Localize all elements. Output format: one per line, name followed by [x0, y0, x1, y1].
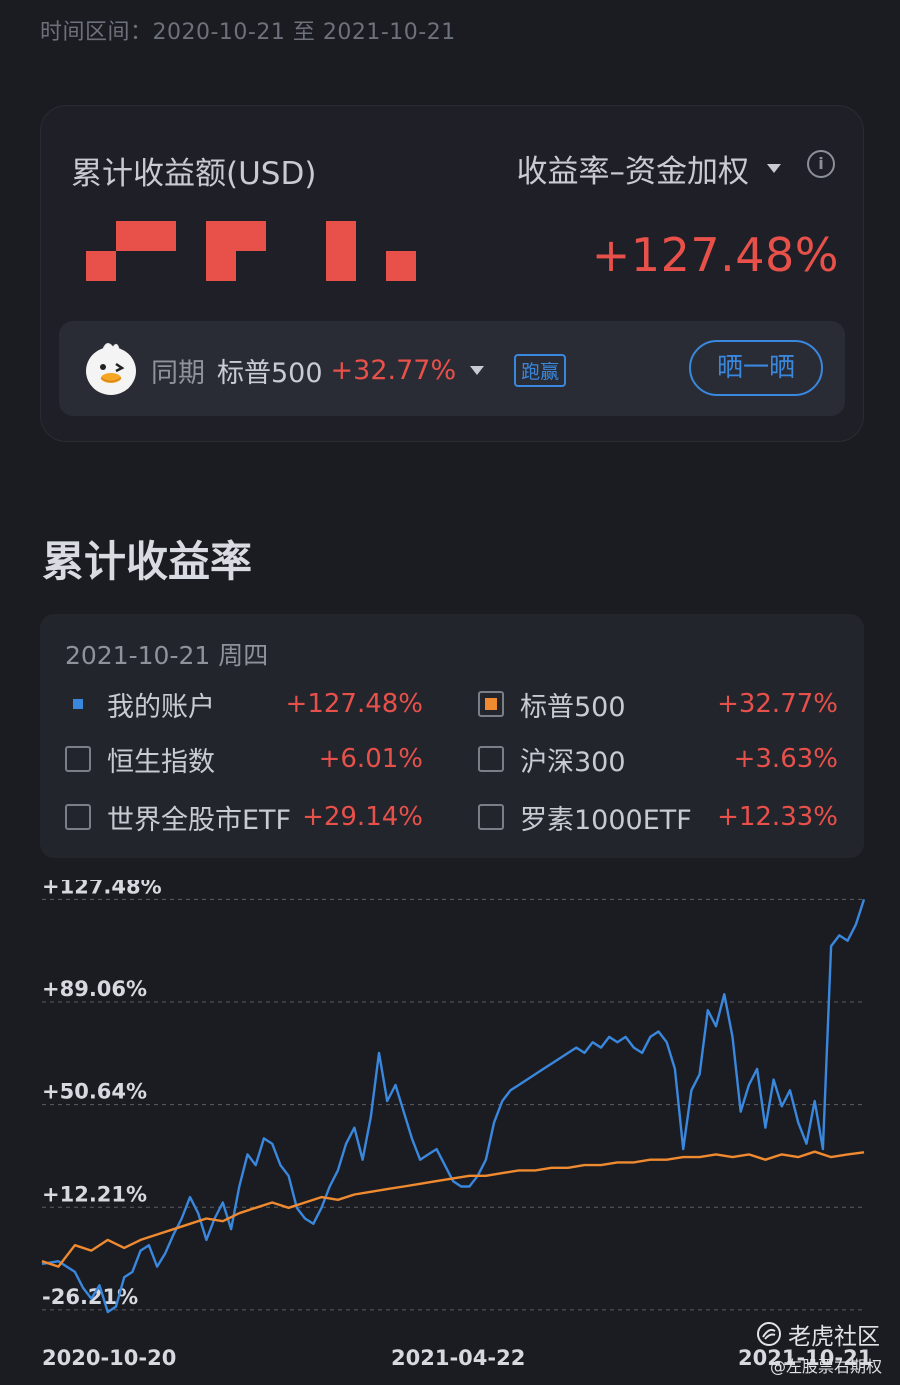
cumulative-return-pct: +127.48%	[591, 228, 839, 282]
benchmark-pct: +32.77%	[330, 355, 457, 386]
watermark-brand: 老虎社区	[756, 1317, 880, 1351]
legend-item-hang-seng[interactable]: 恒生指数 +6.01%	[65, 739, 423, 779]
series-line-my-account	[41, 899, 866, 1314]
legend-date: 2021-10-21 周四	[65, 641, 269, 670]
y-tick-label: +89.06%	[42, 977, 147, 1001]
return-mode-dropdown[interactable]: 收益率–资金加权	[516, 146, 781, 191]
y-tick-label: +12.21%	[42, 1182, 147, 1206]
series-color-marker	[73, 699, 83, 709]
legend-item-name: 世界全股市ETF	[107, 804, 292, 836]
legend-item-russell1000-etf[interactable]: 罗素1000ETF +12.33%	[478, 797, 838, 837]
legend-item-sp500[interactable]: 标普500 +32.77%	[478, 684, 838, 724]
chevron-down-icon	[767, 164, 781, 173]
x-tick-label: 2020-10-20	[42, 1346, 176, 1370]
date-range: 时间区间：2020-10-21 至 2021-10-21	[40, 20, 456, 45]
compare-prefix: 同期	[151, 358, 205, 389]
x-tick-label: 2021-10-21	[738, 1346, 872, 1370]
masked-amount	[86, 221, 416, 281]
legend-item-name: 罗素1000ETF	[520, 804, 692, 836]
outperform-badge: 跑赢	[514, 354, 567, 387]
cumulative-return-chart[interactable]: +127.48%+89.06%+50.64%+12.21%-26.21%2020…	[0, 880, 900, 1385]
y-tick-label: +50.64%	[42, 1080, 147, 1104]
chevron-down-icon	[470, 366, 485, 375]
checkbox-unchecked[interactable]	[478, 746, 504, 772]
legend-item-csi300[interactable]: 沪深300 +3.63%	[478, 739, 838, 779]
info-circle-icon[interactable]: i	[807, 150, 835, 178]
legend-item-name: 恒生指数	[107, 746, 215, 778]
series-line-sp500	[41, 1150, 865, 1268]
checkbox-unchecked[interactable]	[478, 804, 504, 830]
summary-card: 累计收益额(USD) 收益率–资金加权 i +127.48% 同期 标普500 …	[40, 105, 864, 442]
legend-item-name: 我的账户	[107, 691, 215, 723]
legend-item-value: +32.77%	[717, 689, 838, 719]
legend-item-name: 沪深300	[520, 746, 626, 778]
tiger-logo-icon	[757, 1322, 781, 1346]
legend-item-world-etf[interactable]: 世界全股市ETF +29.14%	[65, 797, 423, 837]
legend-item-value: +3.63%	[733, 744, 838, 774]
checkbox-checked[interactable]	[478, 691, 504, 717]
section-title: 累计收益率	[42, 537, 253, 586]
benchmark-compare-bar: 同期 标普500 +32.77% 跑赢 晒一晒	[59, 321, 845, 416]
legend-item-value: +127.48%	[285, 689, 423, 719]
watermark-brand-text: 老虎社区	[788, 1324, 880, 1350]
share-button[interactable]: 晒一晒	[689, 340, 823, 396]
legend-item-value: +29.14%	[302, 802, 423, 832]
legend-card: 2021-10-21 周四 我的账户 +127.48% 标普500 +32.77…	[40, 614, 864, 858]
benchmark-selector[interactable]: 标普500 +32.77%	[217, 351, 485, 390]
checkbox-unchecked[interactable]	[65, 804, 91, 830]
legend-item-value: +6.01%	[318, 744, 423, 774]
benchmark-name: 标普500	[217, 358, 323, 389]
duck-mascot-icon	[86, 343, 136, 395]
legend-item-value: +12.33%	[717, 802, 838, 832]
legend-item-my-account[interactable]: 我的账户 +127.48%	[65, 684, 423, 724]
benchmark-compare-text: 同期 标普500 +32.77% 跑赢	[151, 351, 567, 390]
y-tick-label: +127.48%	[42, 880, 162, 898]
watermark-user: @左股票右期权	[769, 1357, 882, 1376]
legend-item-name: 标普500	[520, 691, 626, 723]
cumulative-amount-label: 累计收益额(USD)	[71, 156, 317, 192]
checkbox-unchecked[interactable]	[65, 746, 91, 772]
return-mode-label: 收益率–资金加权	[516, 154, 750, 190]
x-tick-label: 2021-04-22	[391, 1346, 525, 1370]
